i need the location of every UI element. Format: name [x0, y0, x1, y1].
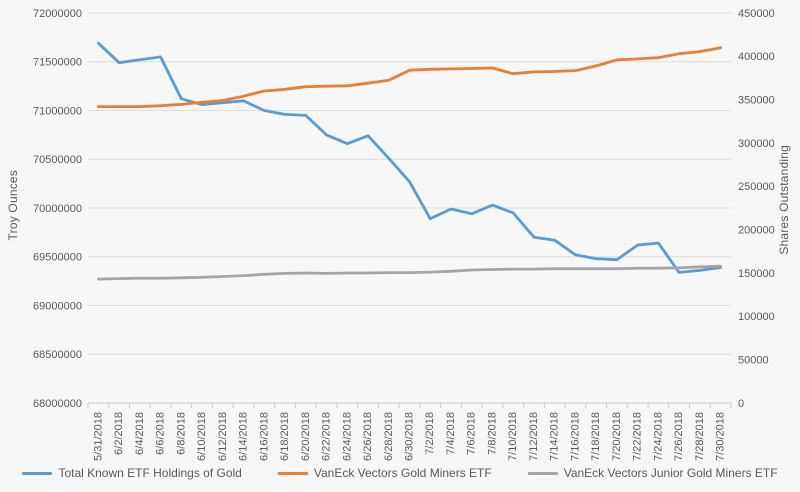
legend-item: VanEck Vectors Junior Gold Miners ETF [527, 466, 778, 480]
x-axis-tick-label: 7/20/2018 [611, 412, 623, 461]
x-axis-tick-label: 7/30/2018 [715, 412, 727, 461]
legend-line-swatch [527, 471, 558, 475]
right-axis-tick-label: 350000 [738, 95, 775, 107]
x-axis-tick-label: 6/26/2018 [362, 412, 374, 461]
x-axis-tick-label: 7/14/2018 [549, 412, 561, 461]
x-axis-tick-label: 7/8/2018 [486, 412, 498, 455]
legend-line-swatch [277, 471, 308, 475]
x-axis-tick-label: 6/6/2018 [155, 412, 167, 455]
left-axis-tick-label: 71000000 [33, 105, 82, 117]
x-axis-tick-label: 6/24/2018 [341, 412, 353, 461]
x-axis-tick-label: 6/30/2018 [404, 412, 416, 461]
x-axis-tick-label: 7/10/2018 [507, 412, 519, 461]
left-axis-tick-label: 71500000 [33, 57, 82, 69]
x-axis-tick-label: 7/24/2018 [652, 412, 664, 461]
right-axis-tick-label: 50000 [738, 355, 769, 367]
legend-line-swatch [22, 471, 53, 475]
x-axis-tick-label: 7/16/2018 [569, 412, 581, 461]
left-axis-tick-label: 68500000 [33, 349, 82, 361]
x-axis-tick-label: 6/16/2018 [258, 412, 270, 461]
x-axis-tick-label: 7/12/2018 [528, 412, 540, 461]
line-series-0 [97, 41, 722, 274]
legend-item: VanEck Vectors Gold Miners ETF [277, 466, 492, 480]
line-series-1 [97, 46, 722, 108]
right-axis-tick-label: 0 [738, 398, 744, 410]
x-axis-tick-label: 6/2/2018 [113, 412, 125, 455]
right-axis-tick-label: 100000 [738, 311, 775, 323]
x-axis-tick-label: 7/26/2018 [673, 412, 685, 461]
left-axis-tick-label: 68000000 [33, 398, 82, 410]
right-axis-tick-label: 250000 [738, 181, 775, 193]
x-axis-tick-label: 6/12/2018 [217, 412, 229, 461]
right-axis-tick-label: 300000 [738, 138, 775, 150]
line-series-2 [97, 264, 722, 281]
x-axis-tick-label: 7/28/2018 [694, 412, 706, 461]
legend-label: VanEck Vectors Gold Miners ETF [313, 466, 492, 480]
x-axis-tick-label: 7/2/2018 [424, 412, 436, 455]
left-axis-title: Troy Ounces [6, 170, 20, 241]
x-axis-tick-label: 7/4/2018 [445, 412, 457, 455]
right-axis-tick-label: 200000 [738, 225, 775, 237]
x-axis-tick-label: 6/18/2018 [279, 412, 291, 461]
x-axis-tick-label: 6/14/2018 [238, 412, 250, 461]
legend-label: Total Known ETF Holdings of Gold [58, 466, 242, 480]
left-axis-tick-label: 72000000 [33, 8, 82, 20]
legend-label: VanEck Vectors Junior Gold Miners ETF [563, 466, 778, 480]
right-axis-tick-label: 150000 [738, 268, 775, 280]
x-axis-tick-label: 6/22/2018 [321, 412, 333, 461]
right-axis-title: Shares Outstanding [777, 145, 791, 255]
right-axis-tick-label: 400000 [738, 51, 775, 63]
left-axis-tick-label: 70000000 [33, 203, 82, 215]
x-axis-tick-label: 6/4/2018 [134, 412, 146, 455]
left-axis-tick-label: 70500000 [33, 154, 82, 166]
x-axis-tick-label: 7/22/2018 [632, 412, 644, 461]
x-axis-tick-label: 6/20/2018 [300, 412, 312, 461]
x-axis-tick-label: 5/31/2018 [92, 412, 104, 461]
left-axis-tick-label: 69000000 [33, 300, 82, 312]
x-axis-tick-label: 7/6/2018 [466, 412, 478, 455]
x-axis-tick-label: 6/8/2018 [175, 412, 187, 455]
x-axis-tick-label: 7/18/2018 [590, 412, 602, 461]
left-axis-tick-label: 69500000 [33, 252, 82, 264]
x-axis-tick-label: 6/10/2018 [196, 412, 208, 461]
legend: Total Known ETF Holdings of Gold VanEck … [0, 466, 800, 480]
right-axis-tick-label: 450000 [738, 8, 775, 20]
x-axis-tick-label: 6/28/2018 [383, 412, 395, 461]
legend-item: Total Known ETF Holdings of Gold [22, 466, 242, 480]
